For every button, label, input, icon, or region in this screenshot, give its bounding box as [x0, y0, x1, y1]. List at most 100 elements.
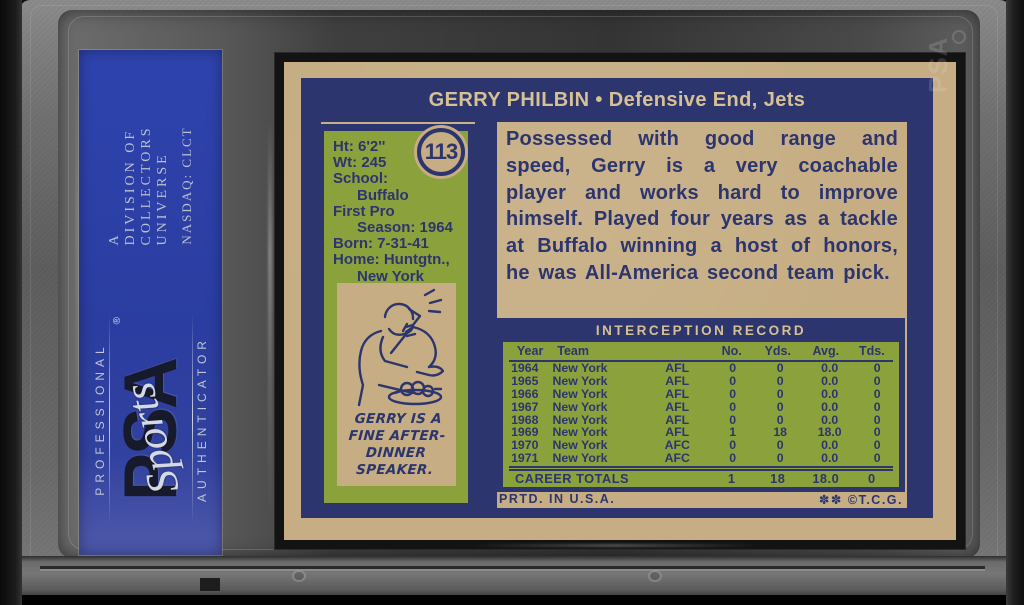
totals-no: 1 [727, 471, 736, 487]
table-cell: 0.0 [821, 412, 839, 427]
slab-inner-outline [68, 16, 973, 550]
card-number-badge: 113 [417, 128, 465, 176]
table-cell: 0 [729, 373, 737, 388]
vitals-line: School: [333, 170, 388, 188]
slab-post-left [292, 570, 306, 582]
table-cell: 0 [729, 399, 737, 414]
table-cell: 0 [776, 412, 784, 427]
tcg-copyright: ©T.C.G. [847, 493, 903, 507]
table-cell: AFC [664, 451, 690, 466]
table-cell: 0 [776, 451, 784, 466]
table-column-header: Year [516, 344, 544, 358]
table-cell: 0.0 [821, 373, 839, 388]
table-cell: 0 [729, 386, 737, 401]
table-rows: 1964 New York AFL 0 0 0.0 0 1965 New York AFL 0 0 0.… [503, 362, 899, 465]
psa-label-content: PROFESSIONAL PSA Sports ® AUTHENTICATOR … [81, 55, 221, 550]
career-totals-label: CAREER TOTALS [515, 471, 630, 487]
table-row: 1965 New York AFL 0 0 0.0 0 [503, 373, 899, 388]
vitals-line: Born: 7-31-41 [333, 235, 429, 253]
table-header-row: Year Team No. Yds. Avg. Tds. [509, 342, 893, 362]
table-cell: AFL [665, 399, 690, 414]
table-column-header: Yds. [764, 344, 791, 358]
table-row: 1971 New York AFC 0 0 0.0 0 [503, 452, 899, 465]
table-cell: 1966 [511, 386, 539, 401]
caption-line: FINE AFTER- [348, 428, 447, 444]
table-row: 1968 New York AFL 0 0 0.0 0 [503, 412, 899, 427]
table-cell: 0.0 [821, 386, 839, 401]
player-bio-text: Possessed with good range and speed, Ger… [506, 128, 898, 284]
table-cell: 0 [776, 438, 784, 453]
card-footer: PRTD. IN U.S.A. ✽✽ ©T.C.G. [499, 492, 903, 507]
psa-professional-text: PROFESSIONAL [92, 341, 107, 496]
cartoon-player-icon [357, 288, 444, 407]
copyright-text: ✽✽ ©T.C.G. [819, 492, 903, 507]
stats-panel: Ht: 6'2'' Wt: 245 School: Buffalo First Pro S… [317, 124, 475, 510]
table-column-header: No. [721, 344, 742, 358]
psa-authenticator-text: AUTHENTICATOR [194, 335, 209, 502]
table-cell: New York [552, 373, 608, 388]
table-column-header: Tds. [859, 344, 885, 358]
table-cell: AFL [665, 361, 690, 375]
table-cell: 0 [729, 451, 737, 466]
table-cell: AFC [664, 438, 690, 453]
table-cell: 1964 [511, 361, 539, 375]
vitals-line: First Pro [333, 202, 395, 220]
division-line: DIVISION OF [122, 128, 138, 245]
table-cell: 1965 [511, 373, 539, 388]
table-cell: 0 [873, 361, 881, 375]
vitals-line: Season: 1964 [357, 219, 453, 237]
photo-left-edge [0, 0, 22, 605]
table-title: INTERCEPTION RECORD [595, 323, 807, 338]
stats-panel-inner: Ht: 6'2'' Wt: 245 School: Buffalo First Pro S… [324, 131, 468, 503]
table-cell: 1 [729, 425, 737, 440]
psa-logo-block: PROFESSIONAL PSA Sports ® AUTHENTICATOR [93, 301, 209, 536]
table-cell: 0 [873, 451, 881, 466]
table-cell: 0 [729, 438, 737, 453]
slab-post-right [648, 570, 662, 582]
table-cell: 1971 [511, 451, 539, 466]
cartoon-box: GERRY IS A FINE AFTER- DINNER SPEAKER. [337, 283, 456, 486]
totals-tds: 0 [868, 471, 876, 487]
table-cell: 0 [729, 412, 737, 427]
vitals-line: Wt: 245 [333, 154, 387, 172]
table-cell: New York [552, 361, 608, 375]
table-cell: 18 [773, 425, 788, 440]
card-border-frame [301, 78, 933, 518]
vitals-list: Ht: 6'2'' Wt: 245 School: Buffalo First Pro S… [324, 131, 468, 285]
photo-right-edge [1006, 0, 1024, 605]
nasdaq-text: NASDAQ: CLCT [178, 125, 194, 245]
trading-card-back: GERRY PHILBIN • Defensive End, Jets Ht: … [284, 62, 956, 540]
table-cell: 0.0 [821, 399, 839, 414]
division-line: A [106, 231, 122, 245]
table-column-header: Avg. [812, 344, 840, 358]
card-bottom-reflection [470, 544, 760, 547]
table-cell: New York [552, 399, 608, 414]
table-row: 1967 New York AFL 0 0 0.0 0 [503, 399, 899, 414]
vitals-line: Ht: 6'2'' [333, 138, 386, 155]
slab-notch [200, 578, 220, 591]
table-row: 1964 New York AFL 0 0 0.0 0 [503, 362, 899, 375]
slab-bottom-band [20, 556, 1010, 595]
vitals-line: Home: Huntgtn., [333, 251, 450, 269]
totals-yds: 18 [770, 471, 786, 487]
table-cell: 18.0 [817, 425, 842, 440]
vitals-line: Buffalo [357, 186, 409, 204]
table-cell: 0.0 [821, 451, 839, 466]
table-cell: New York [552, 386, 608, 401]
interception-record-table: INTERCEPTION RECORD Year Team No. Yds. Avg. T… [497, 318, 905, 492]
table-cell: 0 [776, 386, 784, 401]
label-edge-highlight [76, 60, 78, 540]
psa-logo: PSA Sports ® [109, 309, 193, 529]
slab-bottom-ridge [40, 566, 985, 569]
totals-avg: 18.0 [812, 471, 840, 487]
caption-line: DINNER SPEAKER. [355, 445, 434, 478]
table-cell: New York [552, 438, 608, 453]
table-cell: 0 [776, 399, 784, 414]
table-cell: 0 [873, 373, 881, 388]
table-cell: 0 [776, 361, 784, 375]
table-cell: 1969 [511, 425, 539, 440]
slab-etch-circle-icon [952, 30, 966, 44]
table-cell: 0 [776, 373, 784, 388]
table-cell: AFL [665, 425, 690, 440]
table-cell: 0 [873, 438, 881, 453]
